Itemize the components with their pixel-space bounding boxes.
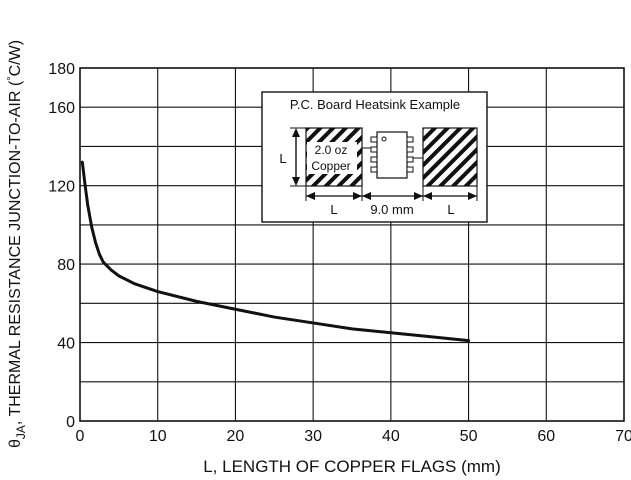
y-label-unit: C/W)	[7, 40, 24, 76]
ic-package	[362, 131, 423, 179]
y-tick-label: 180	[48, 61, 75, 78]
copper-label-weight: 2.0 oz	[315, 143, 348, 157]
dim-right-width-label: L	[447, 202, 454, 217]
copper-label-bg	[307, 142, 357, 174]
x-tick-label: 40	[382, 428, 400, 445]
x-tick-label: 0	[76, 428, 85, 445]
y-label-main: , THERMAL RESISTANCE JUNCTION-TO-AIR (	[7, 80, 24, 425]
copper-label-material: Copper	[311, 159, 350, 173]
vertical-dimension: L	[279, 127, 306, 187]
x-tick-label: 20	[227, 428, 245, 445]
dim-gap-label: 9.0 mm	[370, 202, 413, 217]
plot-frame	[79, 67, 625, 422]
horizontal-dimensions: L 9.0 mm L	[305, 186, 478, 217]
inset-title: P.C. Board Heatsink Example	[290, 97, 460, 112]
y-label-subscript: JA	[14, 425, 28, 439]
y-tick-label: 160	[48, 100, 75, 117]
copper-flag-right	[422, 127, 478, 187]
y-label-theta: θ	[7, 439, 24, 448]
x-tick-labels: 0 10 20 30 40 50 60 70	[76, 428, 631, 445]
y-tick-label: 80	[57, 257, 75, 274]
x-axis-label: L, LENGTH OF COPPER FLAGS (mm)	[203, 457, 501, 476]
x-tick-label: 10	[149, 428, 167, 445]
x-tick-label: 50	[460, 428, 478, 445]
y-tick-label: 120	[48, 179, 75, 196]
x-tick-label: 70	[615, 428, 631, 445]
dim-height-label: L	[279, 151, 286, 166]
y-label-degree: °	[6, 76, 18, 80]
y-tick-labels: 0 40 80 120 160 180	[48, 61, 75, 431]
pcb-heatsink-inset: P.C. Board Heatsink Example 2.0 oz Coppe…	[261, 91, 488, 223]
dim-left-width-label: L	[330, 202, 337, 217]
y-tick-label: 40	[57, 336, 75, 353]
y-tick-label: 0	[66, 414, 75, 431]
series-line	[80, 160, 471, 343]
x-tick-label: 60	[537, 428, 555, 445]
y-axis-label: θJA, THERMAL RESISTANCE JUNCTION-TO-AIR …	[6, 40, 28, 448]
x-tick-label: 30	[304, 428, 322, 445]
